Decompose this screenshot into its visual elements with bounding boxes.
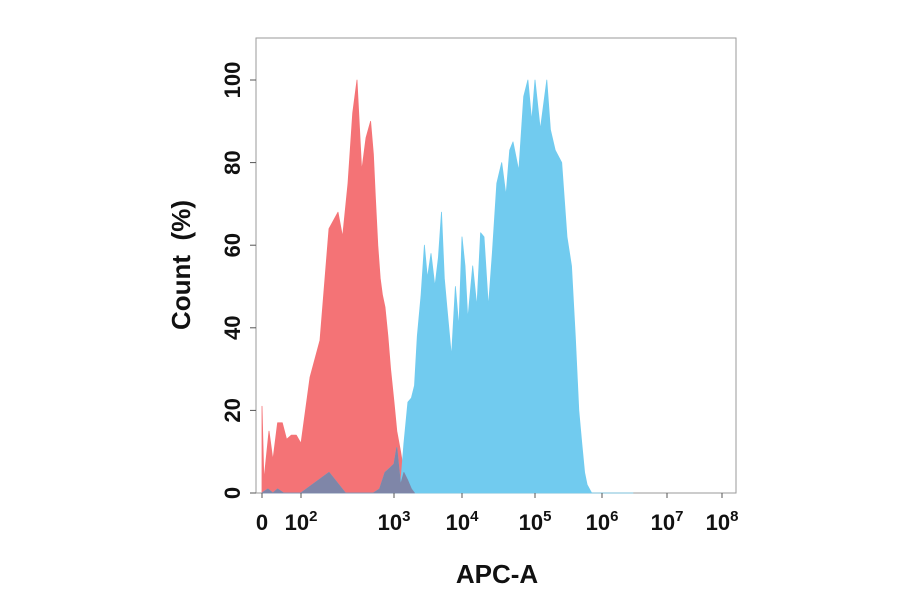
x-tick-label: 106 — [586, 508, 619, 535]
y-tick-label: 80 — [220, 150, 245, 174]
x-tick-label: 108 — [706, 508, 739, 535]
x-tick-label: 107 — [651, 508, 684, 535]
x-axis: 0 102 103 104 105 106 107 108 — [256, 493, 739, 535]
series-layer — [261, 79, 634, 494]
y-tick-label: 60 — [220, 233, 245, 257]
y-tick-label: 0 — [220, 487, 245, 499]
y-tick-label: 100 — [220, 62, 245, 99]
y-tick-label: 20 — [220, 398, 245, 422]
y-axis: 0 20 40 60 80 100 — [220, 62, 256, 499]
series-1-area — [261, 79, 415, 494]
series-3-area — [261, 447, 415, 494]
y-axis-title: Count (%) — [166, 200, 196, 330]
x-tick-label: 0 — [256, 510, 268, 535]
x-tick-label: 104 — [446, 508, 479, 535]
x-tick-label: 103 — [378, 508, 411, 535]
x-axis-title: APC-A — [456, 559, 539, 589]
y-tick-label: 40 — [220, 316, 245, 340]
x-tick-label: 102 — [285, 508, 318, 535]
x-tick-label: 105 — [519, 508, 552, 535]
